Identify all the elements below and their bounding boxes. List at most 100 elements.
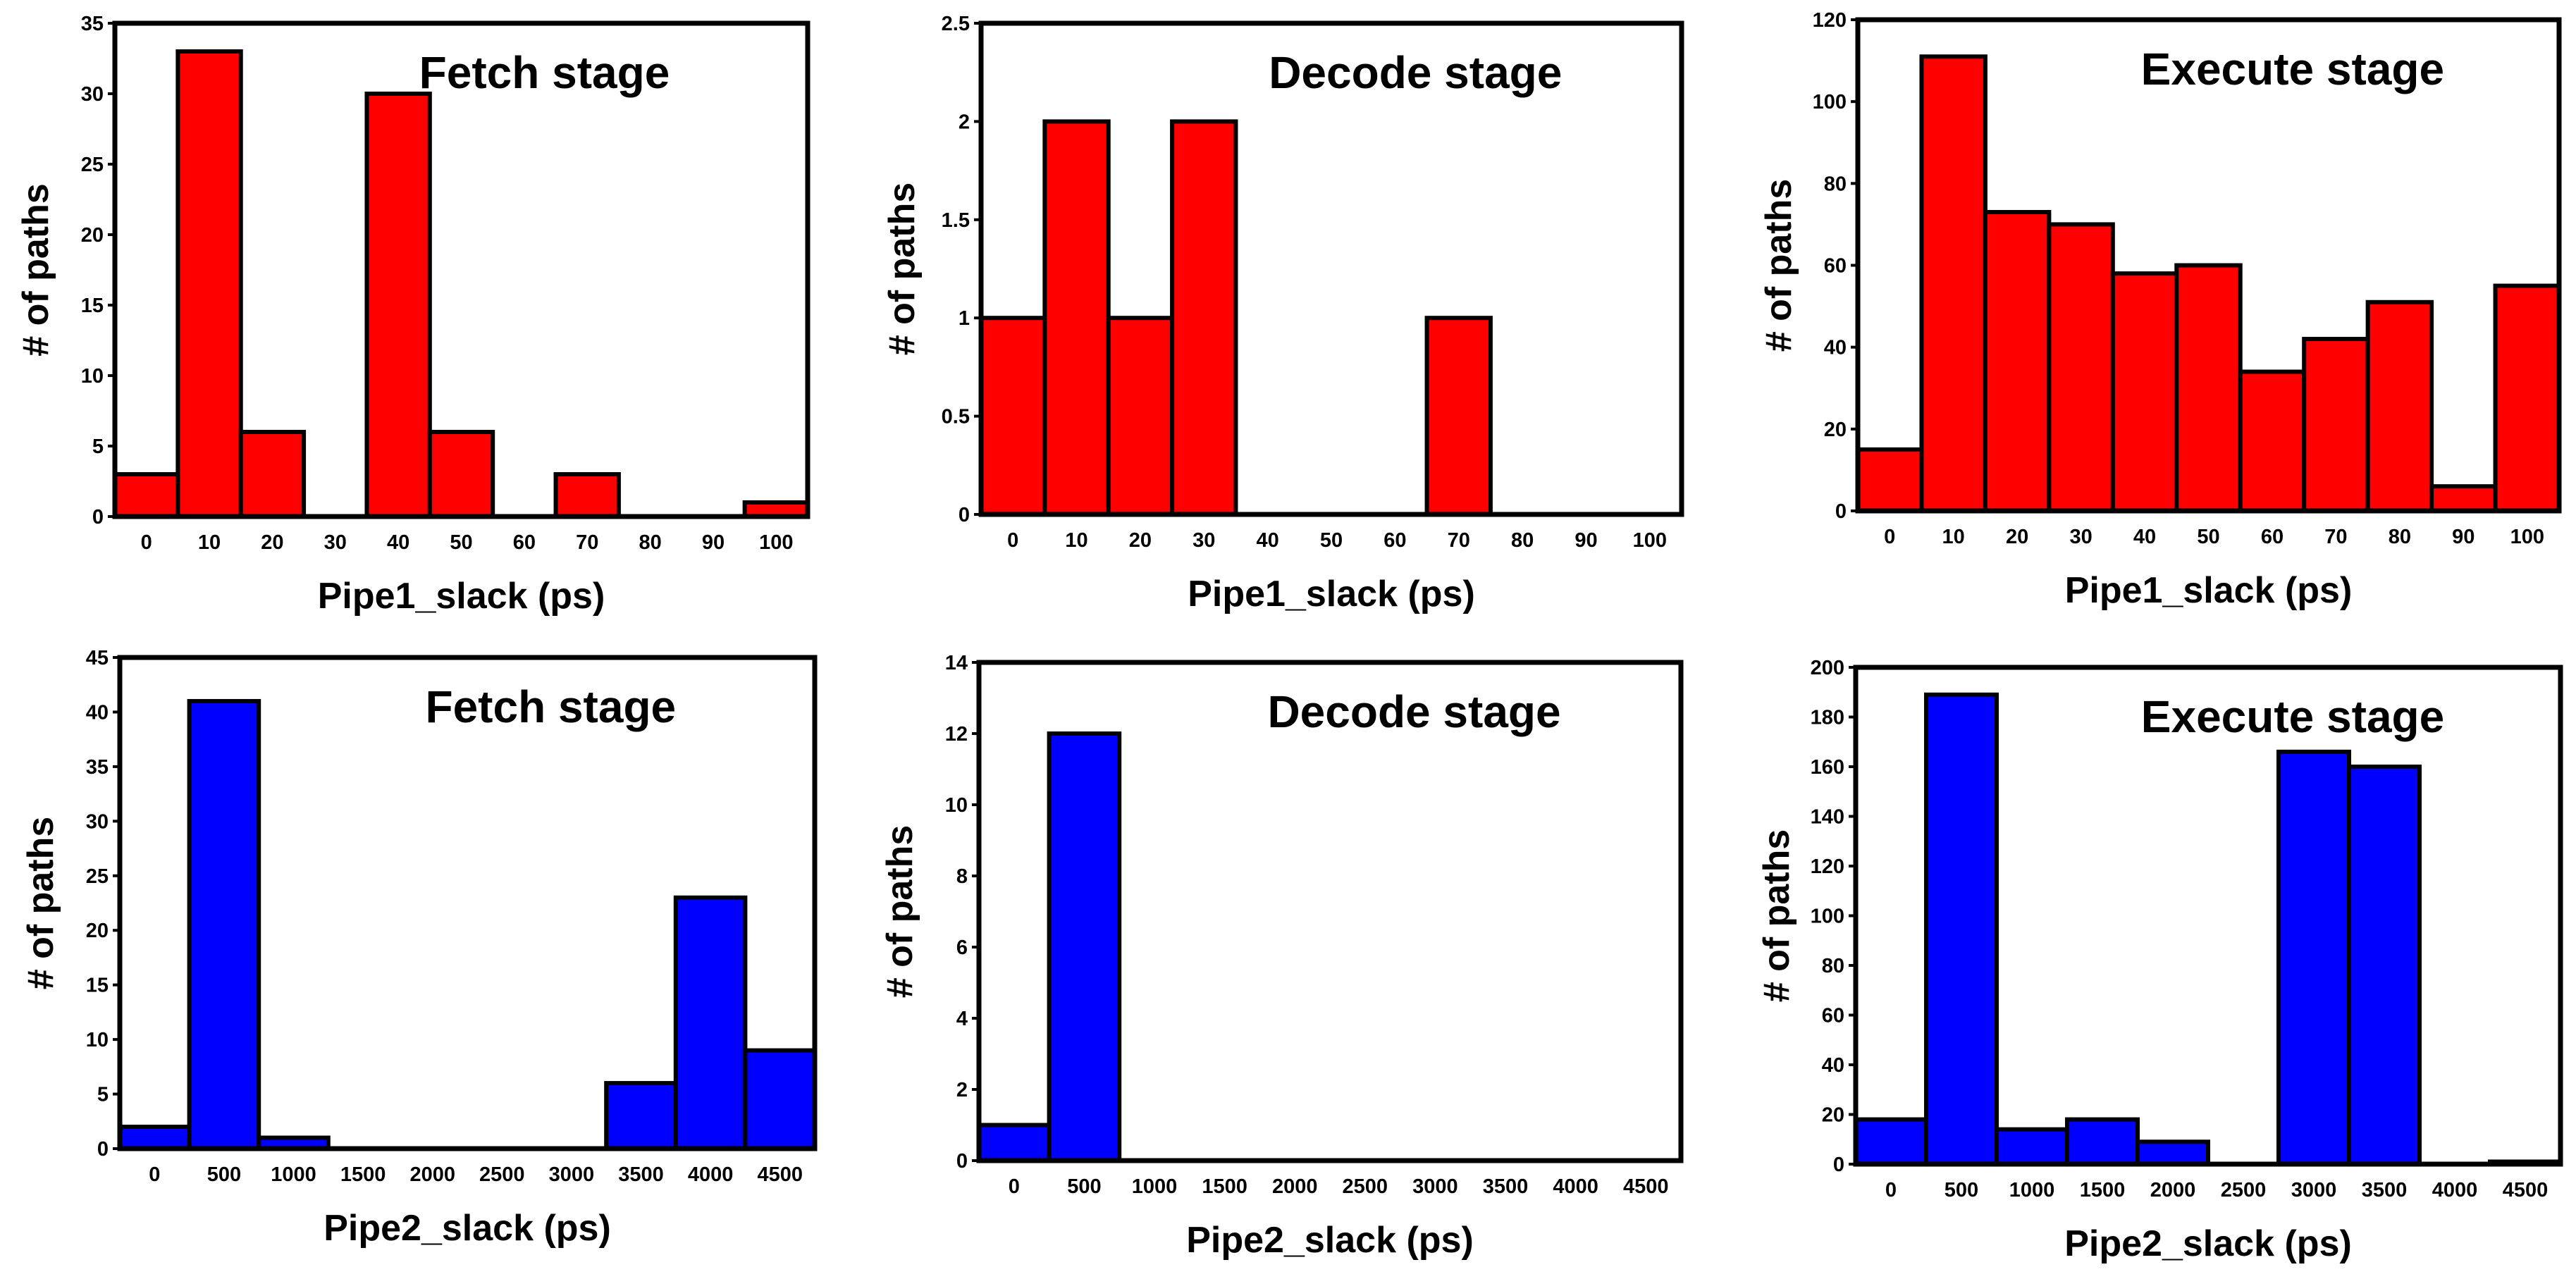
histogram-bar xyxy=(1856,447,1924,513)
x-tick-label: 3000 xyxy=(1412,1175,1458,1198)
chart-panel: 0 2 4 6 8 10 12 14 0 500 1000 1500 2000 2500 3000 3500 4… xyxy=(880,652,1684,1261)
y-axis-title: # of paths xyxy=(1758,179,1799,352)
x-tick-label: 80 xyxy=(1511,529,1534,552)
x-tick-label: 0 xyxy=(141,531,152,554)
y-tick-label: 4 xyxy=(956,1008,968,1030)
x-tick-label: 30 xyxy=(1193,529,1215,552)
histogram-bar xyxy=(1170,119,1238,517)
y-tick-label: 60 xyxy=(1824,255,1847,278)
y-tick-label: 80 xyxy=(1824,173,1847,195)
histogram-bar xyxy=(979,316,1047,517)
x-axis-title: Pipe1_slack (ps) xyxy=(318,576,605,617)
y-axis-title: # of paths xyxy=(20,817,61,990)
y-tick-label: 40 xyxy=(86,701,109,724)
histogram-bar xyxy=(1106,316,1175,517)
plot-frame xyxy=(112,20,811,519)
x-tick-label: 1500 xyxy=(1202,1175,1247,1198)
x-tick-label: 80 xyxy=(2389,526,2411,548)
x-tick-label: 4500 xyxy=(1623,1175,1669,1198)
x-axis-title: Pipe2_slack (ps) xyxy=(1186,1220,1474,1261)
y-tick-label: 120 xyxy=(1813,9,1847,32)
x-axis-title: Pipe2_slack (ps) xyxy=(323,1208,611,1249)
y-tick-label: 30 xyxy=(86,810,109,833)
histogram-bar xyxy=(977,1123,1052,1163)
x-tick-label: 20 xyxy=(1129,529,1152,552)
chart-title: Execute stage xyxy=(2141,44,2444,94)
y-tick-label: 20 xyxy=(81,224,104,247)
x-tick-label: 90 xyxy=(702,531,725,554)
y-tick-label: 0 xyxy=(97,1138,109,1161)
y-tick-label: 15 xyxy=(86,975,109,997)
y-tick-label: 20 xyxy=(1824,419,1847,441)
x-tick-label: 10 xyxy=(1065,529,1087,552)
x-tick-label: 500 xyxy=(1945,1179,1978,1201)
x-tick-label: 0 xyxy=(1009,1175,1020,1198)
y-tick-label: 140 xyxy=(1811,806,1844,829)
x-tick-label: 500 xyxy=(207,1163,241,1186)
plot-frame xyxy=(976,660,1684,1163)
y-tick-label: 60 xyxy=(1822,1005,1844,1027)
histogram-bar xyxy=(2136,1139,2210,1167)
histogram-bar xyxy=(2302,337,2370,513)
x-tick-label: 2000 xyxy=(409,1163,455,1186)
x-tick-label: 4500 xyxy=(757,1163,803,1186)
y-axis-title: # of paths xyxy=(882,183,923,356)
histogram-bar xyxy=(364,92,432,519)
y-tick-label: 40 xyxy=(1824,337,1847,359)
chart-title: Fetch stage xyxy=(419,47,670,98)
x-tick-label: 3000 xyxy=(2291,1179,2337,1201)
chart-title: Decode stage xyxy=(1267,686,1560,737)
y-tick-label: 20 xyxy=(86,920,109,942)
histogram-bar xyxy=(1919,54,1988,513)
y-tick-label: 30 xyxy=(81,83,104,106)
y-tick-label: 15 xyxy=(81,295,104,317)
plot-frame xyxy=(117,655,818,1151)
x-tick-label: 4000 xyxy=(688,1163,734,1186)
y-tick-label: 25 xyxy=(86,865,109,888)
histogram-bar xyxy=(743,1048,818,1151)
x-tick-label: 100 xyxy=(2510,526,2544,548)
x-tick-label: 100 xyxy=(1633,529,1667,552)
chart-title: Execute stage xyxy=(2141,691,2444,742)
x-tick-label: 2500 xyxy=(1343,1175,1388,1198)
x-tick-label: 20 xyxy=(2006,526,2028,548)
histogram-bar xyxy=(1042,119,1111,517)
x-tick-label: 40 xyxy=(2133,526,2156,548)
y-tick-label: 10 xyxy=(86,1029,109,1051)
y-tick-label: 6 xyxy=(956,937,968,959)
x-tick-label: 20 xyxy=(261,531,283,554)
y-axis-title: # of paths xyxy=(1756,829,1797,1003)
y-tick-label: 80 xyxy=(1822,955,1844,977)
x-tick-label: 30 xyxy=(2069,526,2092,548)
x-tick-label: 1000 xyxy=(271,1163,316,1186)
x-tick-label: 40 xyxy=(1257,529,1279,552)
histogram-bar xyxy=(118,1125,192,1151)
x-tick-label: 3500 xyxy=(618,1163,664,1186)
histogram-bar xyxy=(2110,271,2179,513)
x-tick-label: 1000 xyxy=(1132,1175,1178,1198)
y-tick-label: 120 xyxy=(1811,855,1844,878)
y-tick-label: 20 xyxy=(1822,1104,1844,1127)
histogram-bar xyxy=(2276,749,2351,1166)
y-tick-label: 10 xyxy=(81,365,104,388)
x-tick-label: 2500 xyxy=(479,1163,525,1186)
histogram-bar xyxy=(2047,222,2115,513)
x-tick-label: 40 xyxy=(387,531,409,554)
x-axis-title: Pipe1_slack (ps) xyxy=(1188,574,1475,614)
x-tick-label: 4000 xyxy=(2432,1179,2478,1201)
chart-panel: 0 5 10 15 20 25 30 35 0 10 20 30 40 50 60 70 80 90 100 Pipe… xyxy=(16,13,811,617)
histogram-bar xyxy=(2174,263,2243,513)
y-tick-label: 0 xyxy=(92,506,104,529)
x-tick-label: 90 xyxy=(1574,529,1597,552)
x-tick-label: 0 xyxy=(1007,529,1018,552)
x-tick-label: 1500 xyxy=(2080,1179,2126,1201)
y-tick-label: 200 xyxy=(1811,657,1844,679)
histogram-bar xyxy=(1854,1117,1928,1167)
x-tick-label: 70 xyxy=(2324,526,2347,548)
x-tick-label: 80 xyxy=(639,531,661,554)
x-tick-label: 4500 xyxy=(2503,1179,2549,1201)
x-tick-label: 100 xyxy=(759,531,793,554)
x-tick-label: 500 xyxy=(1067,1175,1101,1198)
